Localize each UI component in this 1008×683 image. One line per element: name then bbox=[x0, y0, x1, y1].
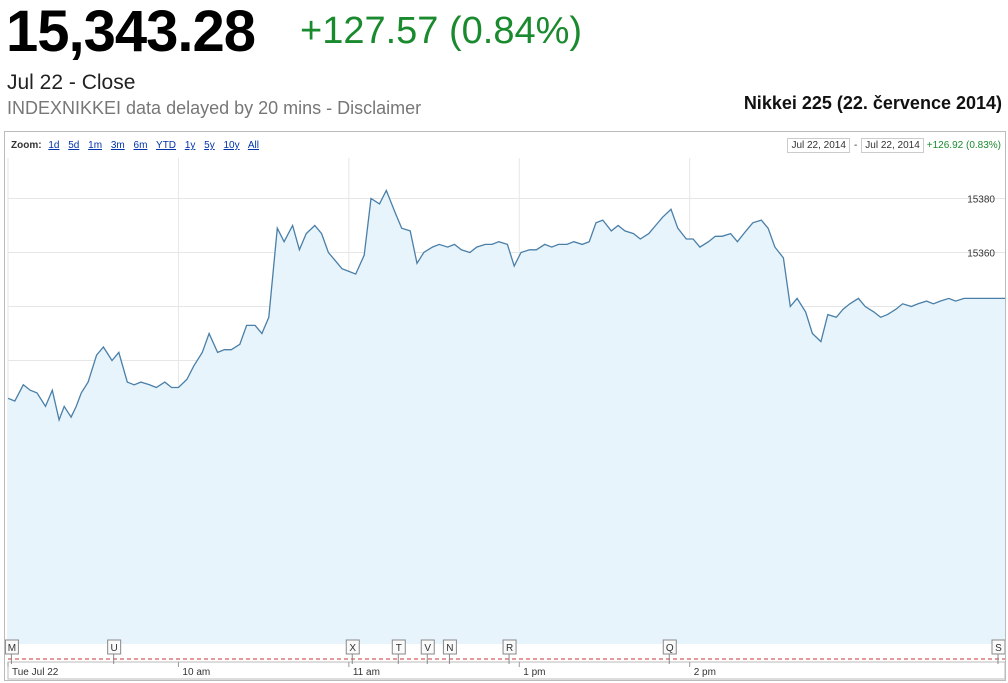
close-label: Jul 22 - Close bbox=[7, 71, 136, 94]
news-flag-x[interactable]: X bbox=[345, 639, 360, 664]
price-line bbox=[7, 188, 1005, 423]
range-change: +126.92 (0.83%) bbox=[926, 140, 1001, 151]
zoom-label: Zoom: bbox=[11, 140, 42, 151]
zoom-option-1y[interactable]: 1y bbox=[184, 140, 196, 151]
zoom-option-ytd[interactable]: YTD bbox=[156, 140, 177, 151]
news-flag-box bbox=[662, 639, 677, 655]
zoom-option-10y[interactable]: 10y bbox=[223, 140, 240, 151]
y-tick-label: 15360 bbox=[967, 249, 995, 260]
zoom-option-5y[interactable]: 5y bbox=[204, 140, 215, 151]
news-flag-label: X bbox=[349, 643, 356, 654]
zoom-option-1m[interactable]: 1m bbox=[88, 140, 103, 151]
zoom-option-6m[interactable]: 6m bbox=[133, 140, 148, 151]
news-flag-box bbox=[442, 639, 457, 655]
zoom-toolbar: Zoom: 1d 5d 1m 3m 6m YTD 1y 5y 10y All bbox=[11, 140, 265, 151]
news-flag-label: T bbox=[396, 643, 402, 654]
disclaimer-link[interactable]: Disclaimer bbox=[337, 98, 422, 118]
zoom-option-3m[interactable]: 3m bbox=[110, 140, 125, 151]
separator-text: - bbox=[321, 98, 338, 118]
x-axis-strip bbox=[7, 661, 1005, 680]
news-flag-n[interactable]: N bbox=[442, 639, 457, 664]
x-tick-label: 11 am bbox=[353, 667, 380, 678]
news-flag-label: R bbox=[506, 643, 513, 654]
news-flag-box bbox=[391, 639, 406, 655]
chart-panel: 1522015240152601528015300153201534015360… bbox=[4, 131, 1006, 681]
news-flag-label: Q bbox=[666, 643, 674, 654]
range-start-field[interactable]: Jul 22, 2014 bbox=[787, 138, 850, 153]
news-flag-s[interactable]: S bbox=[991, 639, 1005, 664]
zoom-option-5d[interactable]: 5d bbox=[68, 140, 80, 151]
price-value: 15,343.28 bbox=[6, 0, 256, 64]
news-flag-label: U bbox=[111, 643, 118, 654]
range-end-field[interactable]: Jul 22, 2014 bbox=[861, 138, 924, 153]
price-change: +127.57 (0.84%) bbox=[300, 10, 583, 52]
news-flag-t[interactable]: T bbox=[391, 639, 406, 664]
zoom-option-1d[interactable]: 1d bbox=[48, 140, 60, 151]
news-flag-box bbox=[107, 639, 122, 655]
news-flag-m[interactable]: M bbox=[5, 639, 19, 664]
zoom-option-all[interactable]: All bbox=[247, 140, 259, 151]
news-flag-label: N bbox=[446, 643, 453, 654]
news-flag-v[interactable]: V bbox=[420, 639, 435, 664]
news-flag-label: V bbox=[424, 643, 431, 654]
news-flag-box bbox=[345, 639, 360, 655]
news-flag-u[interactable]: U bbox=[107, 639, 122, 664]
range-separator: - bbox=[853, 140, 858, 151]
x-tick-label: Tue Jul 22 bbox=[12, 667, 59, 678]
price-chart[interactable]: 1522015240152601528015300153201534015360… bbox=[5, 132, 1005, 680]
price-area bbox=[8, 190, 1005, 644]
x-tick-label: 1 pm bbox=[523, 667, 545, 678]
news-flag-r[interactable]: R bbox=[502, 639, 517, 664]
y-tick-label: 15380 bbox=[967, 195, 995, 206]
chart-caption: Nikkei 225 (22. července 2014) bbox=[743, 93, 1002, 113]
news-flag-box bbox=[420, 639, 435, 655]
news-flag-box bbox=[5, 639, 19, 655]
delay-notice: INDEXNIKKEI data delayed by 20 mins - Di… bbox=[7, 98, 421, 119]
news-flag-box bbox=[502, 639, 517, 655]
news-flag-label: M bbox=[8, 643, 16, 654]
data-source-text: INDEXNIKKEI data delayed by 20 mins bbox=[7, 98, 322, 118]
date-range: Jul 22, 2014- Jul 22, 2014 +126.92 (0.83%) bbox=[787, 138, 1001, 153]
news-flag-label: S bbox=[995, 643, 1002, 654]
news-flag-q[interactable]: Q bbox=[662, 639, 677, 664]
news-flag-box bbox=[991, 639, 1005, 655]
x-tick-label: 2 pm bbox=[694, 667, 716, 678]
x-tick-label: 10 am bbox=[182, 667, 210, 678]
